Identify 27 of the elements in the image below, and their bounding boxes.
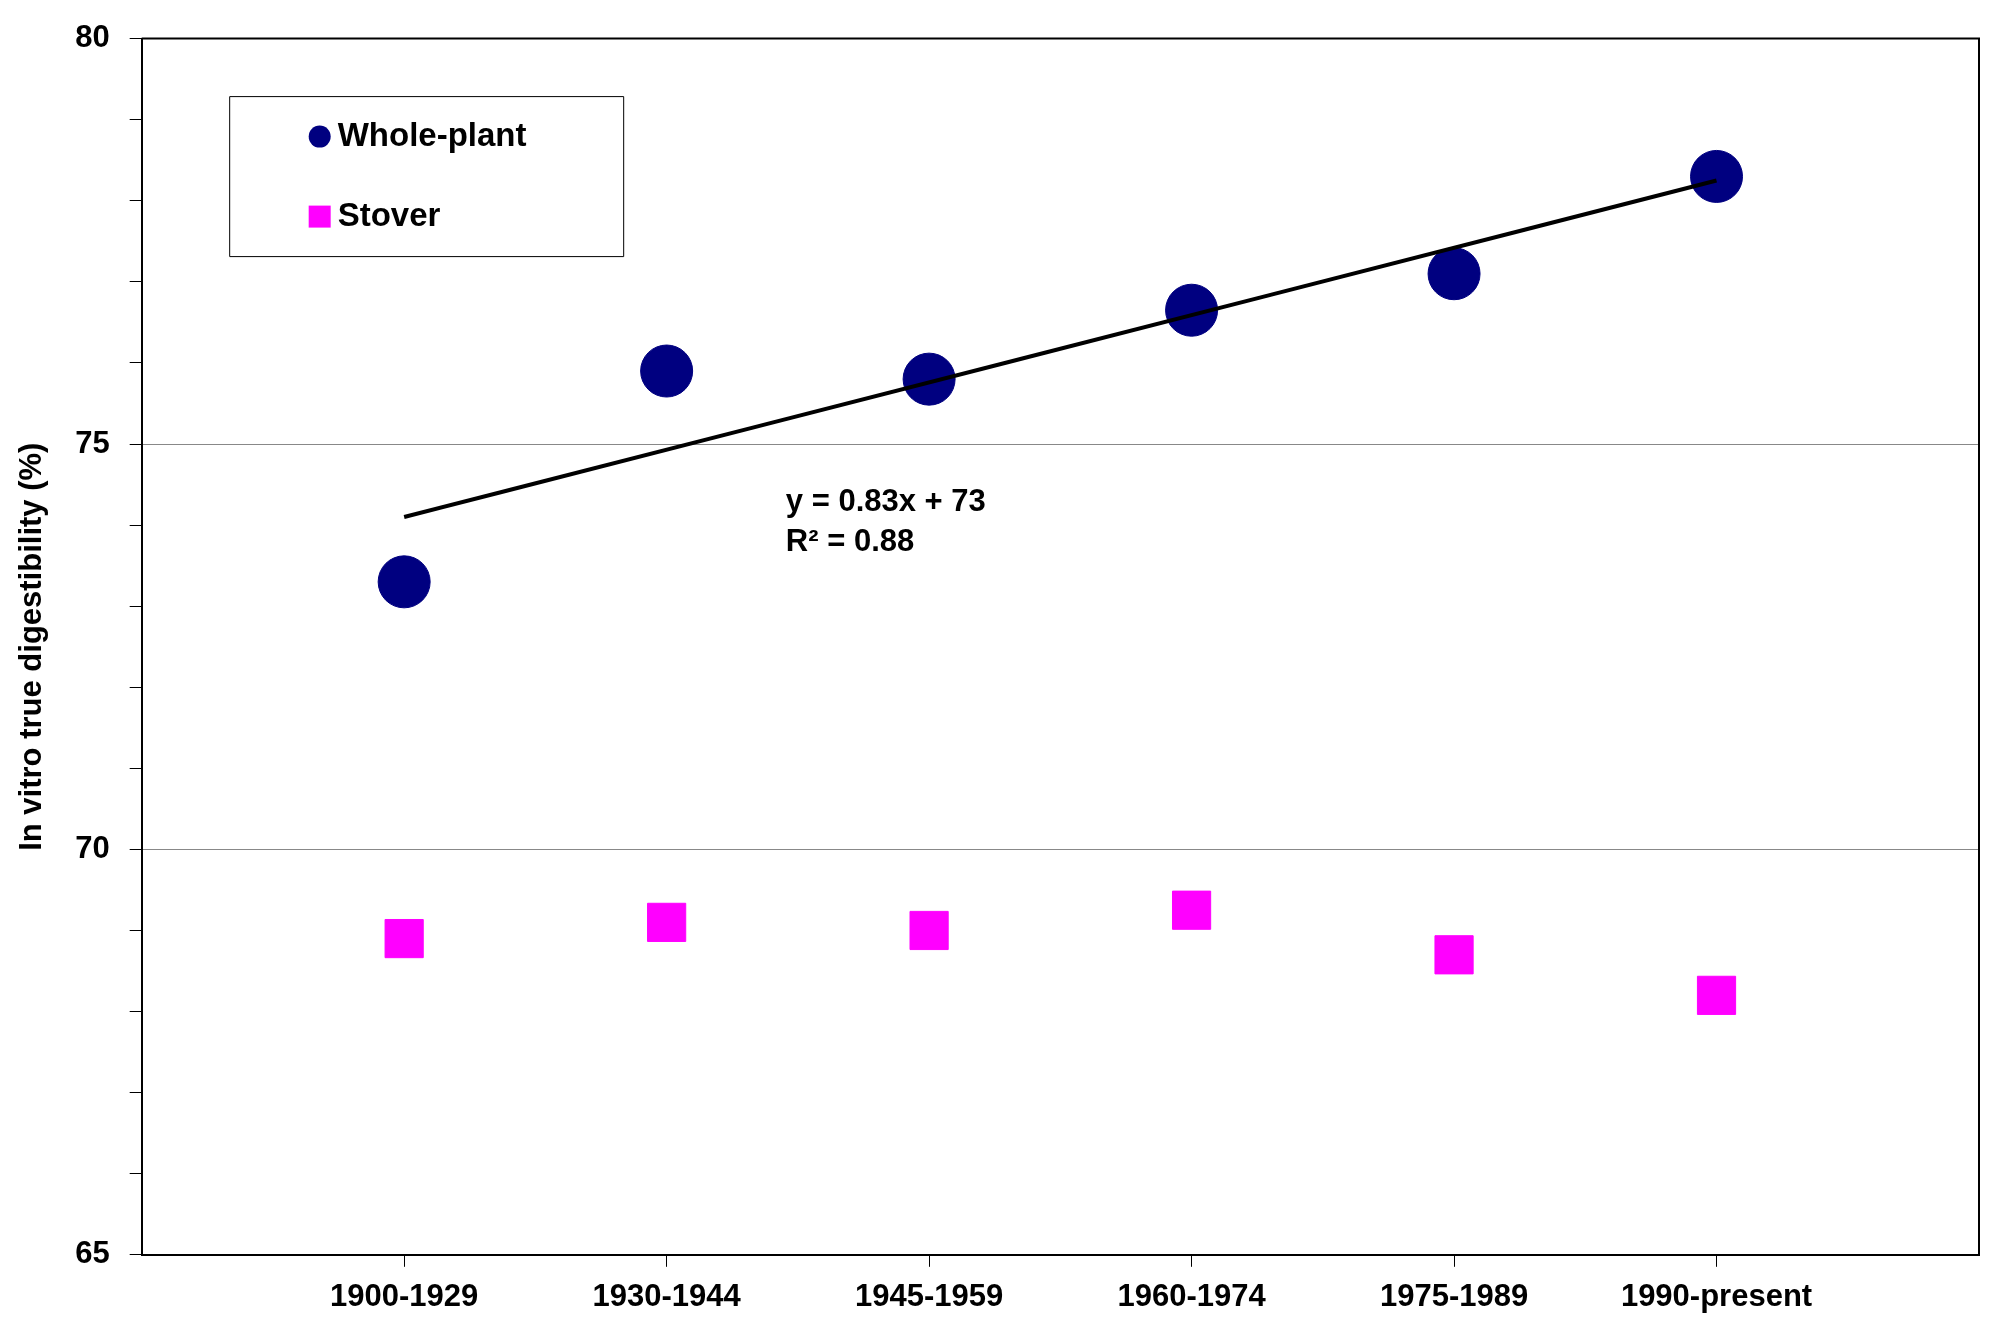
point <box>1427 247 1481 301</box>
point <box>909 910 949 951</box>
annotation: y = 0.83x + 73 <box>785 482 986 518</box>
point <box>1434 935 1474 975</box>
point <box>384 919 424 959</box>
point <box>1696 975 1737 1015</box>
x-tick-label: 1960-1974 <box>1117 1277 1267 1313</box>
x-tick-label: 1930-1944 <box>592 1277 742 1313</box>
y-tick-label: 75 <box>75 424 110 460</box>
point <box>640 344 694 398</box>
legend-label: Stover <box>337 195 441 233</box>
legend-label: Whole-plant <box>337 115 527 153</box>
point <box>1165 283 1219 337</box>
x-tick-label: 1990-present <box>1620 1277 1813 1313</box>
point <box>1690 149 1744 203</box>
y-tick-label: 70 <box>75 829 110 865</box>
y-tick-label: 65 <box>75 1235 110 1271</box>
y-tick-label: 80 <box>75 19 110 55</box>
point <box>647 902 687 942</box>
annotation: R² = 0.88 <box>785 522 915 558</box>
point <box>1171 890 1212 930</box>
x-tick-label: 1975-1989 <box>1379 1277 1529 1313</box>
point <box>377 555 431 609</box>
x-tick-label: 1945-1959 <box>854 1277 1004 1313</box>
point <box>902 352 956 406</box>
x-tick-label: 1900-1929 <box>330 1277 479 1313</box>
y-axis-title: In vitro true digestibility (%) <box>13 442 49 851</box>
